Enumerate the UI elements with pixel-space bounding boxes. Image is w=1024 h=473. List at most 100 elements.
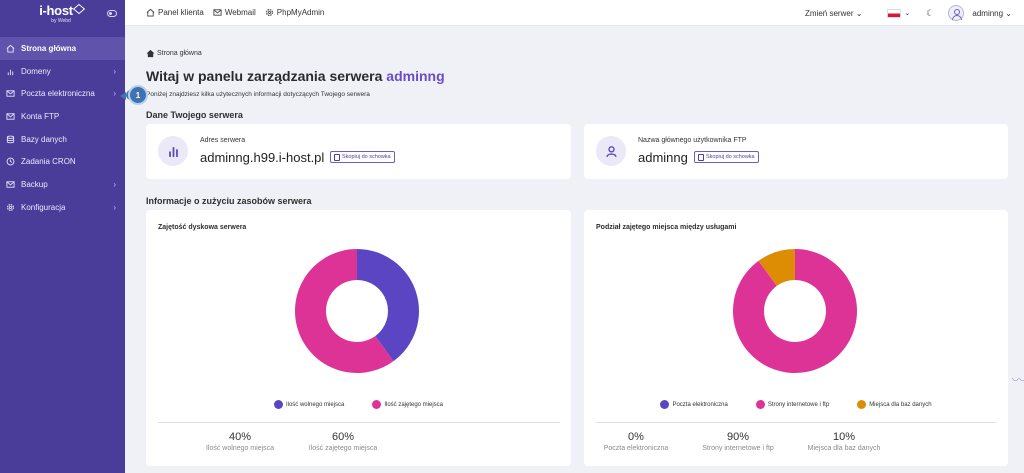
logo-subtext: by Webd [51, 18, 71, 24]
legend-item[interactable]: Poczta elektroniczna [660, 400, 728, 409]
sidebar-item-label: Bazy danych [21, 134, 67, 144]
stat-item: 90% Strony internetowe i ftp [683, 431, 793, 452]
chevron-right-icon: › [113, 89, 116, 99]
stat-label: Ilość zajętego miejsca [308, 445, 378, 452]
legend-dot-icon [857, 400, 867, 409]
legend-dot-icon [660, 400, 670, 409]
moon-icon[interactable]: ☾ [926, 7, 935, 18]
sidebar-item-label: Strona główna [21, 43, 77, 53]
server-address-card: Adres serwera adminng.h99.i-host.pl Skop… [146, 124, 571, 179]
sidebar-toggle-icon[interactable] [107, 10, 117, 17]
divider [158, 422, 560, 423]
server-switch-dropdown[interactable]: Zmień serwer ⌄ [805, 8, 863, 18]
user-icon [596, 136, 626, 166]
sidebar-item-label: Konfiguracja [21, 202, 66, 212]
sidebar-item-konfiguracja[interactable]: Konfiguracja › [0, 196, 125, 219]
toplink-webmail[interactable]: Webmail [213, 8, 256, 17]
chart-title: Podział zajętego miejsca między usługami [596, 224, 737, 231]
home-icon [6, 44, 15, 53]
disk-usage-card: Zajętość dyskowa serwera Ilość wolnego m… [146, 210, 571, 466]
mail-icon [6, 89, 15, 98]
legend-item[interactable]: Strony internetowe i ftp [755, 400, 830, 409]
avatar [948, 5, 965, 21]
topbar: Panel klienta Webmail PhpMyAdmin Zmień s… [125, 0, 1024, 26]
page-title-username: adminng [386, 68, 445, 84]
copy-address-button[interactable]: Skopiuj do schowka [330, 151, 395, 163]
legend-label: Poczta elektroniczna [672, 401, 728, 408]
bar-chart-icon [6, 67, 15, 76]
chevron-right-icon: › [113, 66, 116, 76]
sidebar-nav: Strona główna Domeny › Poczta elektroniczna… [0, 37, 125, 219]
logo-text: i-host [39, 3, 73, 18]
donut-slice[interactable] [294, 249, 394, 373]
sidebar-item-zadania-cron[interactable]: Zadania CRON [0, 150, 125, 173]
disk-usage-donut-chart [294, 249, 419, 373]
username-label: adminng ⌄ [972, 8, 1012, 18]
server-section-title: Dane Twojego serwera [146, 110, 243, 120]
stat-item: 0% Poczta elektroniczna [581, 431, 691, 452]
donut-slice[interactable] [357, 249, 419, 362]
flag-pl-icon [887, 8, 902, 18]
copy-ftp-button[interactable]: Skopiuj do schowka [694, 151, 759, 163]
breadcrumb: Strona główna [146, 49, 202, 58]
sidebar-item-backup[interactable]: Backup › [0, 173, 125, 196]
database-icon [6, 135, 15, 144]
chevron-right-icon: › [113, 202, 116, 212]
ftp-user-label: Nazwa głównego użytkownika FTP [638, 137, 747, 144]
toplink-label: Panel klienta [158, 8, 204, 17]
divider [596, 422, 996, 423]
stat-value: 40% [228, 431, 252, 443]
legend-item[interactable]: Ilość zajętego miejsca [372, 400, 443, 409]
sidebar-item-label: Zadania CRON [21, 157, 76, 167]
toplink-panel-klienta[interactable]: Panel klienta [146, 8, 204, 17]
chevron-right-icon: › [113, 180, 116, 190]
stat-label: Ilość wolnego miejsca [205, 445, 275, 452]
gear-icon [265, 8, 273, 17]
legend-dot-icon [273, 400, 283, 409]
legend-item[interactable]: Miejsca dla baz danych [857, 400, 932, 409]
resources-section-title: Informacje o zużyciu zasobów serwera [146, 196, 312, 206]
home-icon [146, 8, 155, 17]
donut-slice[interactable] [733, 249, 857, 373]
server-address-value: adminng.h99.i-host.pl [200, 150, 325, 165]
sidebar-item-poczta-elektroniczna[interactable]: Poczta elektroniczna › [0, 82, 125, 105]
sidebar-item-strona-główna[interactable]: Strona główna [0, 37, 125, 60]
sidebar-item-label: Domeny [21, 66, 51, 76]
gear-icon [6, 203, 15, 212]
toplink-phpmyadmin[interactable]: PhpMyAdmin [265, 8, 324, 17]
donut-slice[interactable] [758, 249, 795, 286]
stat-value: 90% [726, 431, 750, 443]
usage-split-card: Podział zajętego miejsca między usługami… [584, 210, 1008, 466]
stat-value: 10% [832, 431, 856, 443]
usage-split-donut-chart [733, 249, 857, 373]
stat-value: 0% [628, 431, 644, 443]
legend-item[interactable]: Ilość wolnego miejsca [273, 400, 344, 409]
stat-item: 60% Ilość zajętego miejsca [288, 431, 398, 452]
page-title: Witaj w panelu zarządzania serwera admin… [146, 68, 445, 84]
logo-area: i-host by Webd [0, 0, 125, 34]
clock-icon [6, 157, 15, 166]
page-subtitle: Poniżej znajdziesz kilka użytecznych inf… [146, 91, 370, 98]
chart-legend: Poczta elektroniczna Strony internetowe i… [584, 400, 1008, 409]
sidebar-item-label: Backup [21, 179, 48, 189]
sidebar-item-bazy-danych[interactable]: Bazy danych [0, 128, 125, 151]
legend-label: Strony internetowe i ftp [767, 401, 830, 408]
cube-icon [72, 3, 85, 15]
legend-dot-icon [372, 400, 382, 409]
sidebar-item-label: Poczta elektroniczna [21, 89, 95, 99]
sidebar-item-domeny[interactable]: Domeny › [0, 60, 125, 83]
language-dropdown[interactable]: ⌄ [887, 8, 910, 18]
user-menu[interactable]: adminng ⌄ [948, 5, 1012, 21]
legend-dot-icon [755, 400, 765, 409]
mail-icon [6, 180, 15, 189]
server-address-label: Adres serwera [200, 137, 246, 144]
stat-label: Strony internetowe i ftp [702, 445, 774, 452]
logo[interactable]: i-host by Webd [35, 4, 87, 25]
sidebar-item-konta-ftp[interactable]: Konta FTP [0, 105, 125, 128]
stat-label: Miejsca dla baz danych [807, 445, 881, 452]
mail-icon [6, 112, 15, 121]
legend-label: Miejsca dla baz danych [869, 401, 932, 408]
stat-item: 40% Ilość wolnego miejsca [185, 431, 295, 452]
breadcrumb-label[interactable]: Strona główna [157, 50, 202, 57]
side-handle-icon[interactable]: ◡◡ [1012, 373, 1024, 382]
